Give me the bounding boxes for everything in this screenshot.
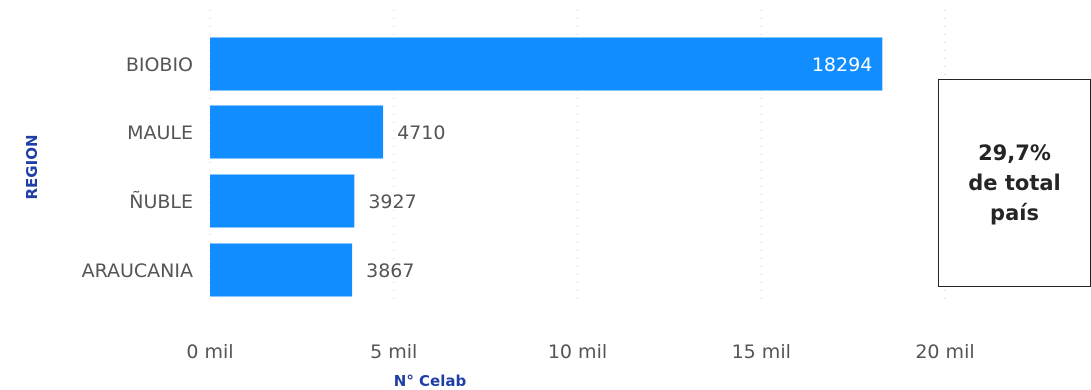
data-label: 18294 (812, 54, 872, 76)
bar[interactable] (210, 37, 883, 91)
x-tick-labels: 0 mil 5 mil 10 mil 15 mil 20 mil (186, 341, 974, 363)
x-tick-label: 5 mil (370, 341, 417, 363)
bar[interactable] (210, 243, 353, 297)
data-label: 3927 (368, 191, 416, 213)
x-tick-label: 15 mil (732, 341, 791, 363)
category-label: ÑUBLE (129, 190, 193, 213)
category-label: ARAUCANIA (82, 260, 193, 282)
x-tick-label: 20 mil (915, 341, 974, 363)
kpi-percentage: 29,7% (978, 141, 1051, 165)
kpi-caption-line1: de total (968, 171, 1061, 195)
bar[interactable] (210, 174, 355, 228)
data-labels: 18294 4710 3927 3867 (366, 54, 872, 282)
x-tick-label: 10 mil (548, 341, 607, 363)
category-label: MAULE (127, 122, 193, 144)
x-axis-title: N° Celab (394, 372, 467, 390)
kpi-card: 29,7% de total país (938, 79, 1091, 287)
data-label: 3867 (366, 260, 414, 282)
y-axis-title: REGION (23, 135, 41, 200)
data-label: 4710 (397, 122, 445, 144)
x-tick-label: 0 mil (186, 341, 233, 363)
bars (210, 37, 883, 297)
category-labels: BIOBIO MAULE ÑUBLE ARAUCANIA (82, 54, 193, 282)
bar[interactable] (210, 105, 384, 159)
kpi-caption-line2: país (990, 201, 1039, 225)
category-label: BIOBIO (126, 54, 193, 76)
